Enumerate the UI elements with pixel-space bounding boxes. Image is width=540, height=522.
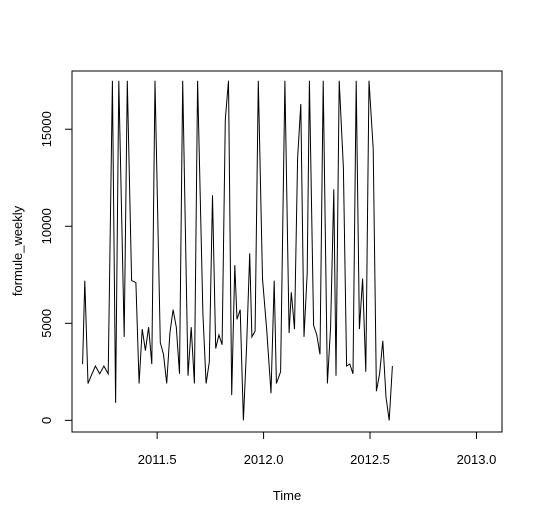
y-axis-title: formule_weekly bbox=[10, 205, 25, 296]
x-tick-label: 2012.0 bbox=[244, 452, 284, 467]
series-line-0 bbox=[82, 80, 393, 421]
y-tick-label: 5000 bbox=[39, 309, 54, 338]
x-tick-label: 2011.5 bbox=[138, 452, 177, 467]
y-axis: 0 5000 10000 15000 bbox=[39, 111, 73, 424]
y-tick-label: 10000 bbox=[39, 208, 54, 244]
x-axis-title: Time bbox=[273, 488, 301, 503]
y-tick-label: 15000 bbox=[39, 111, 54, 147]
x-axis: 2011.5 2012.0 2012.5 2013.0 bbox=[138, 431, 497, 467]
x-tick-label: 2013.0 bbox=[457, 452, 497, 467]
x-tick-label: 2012.5 bbox=[350, 452, 390, 467]
plot-frame bbox=[71, 70, 503, 433]
y-tick-label: 0 bbox=[39, 417, 54, 424]
series-layer bbox=[82, 80, 393, 421]
